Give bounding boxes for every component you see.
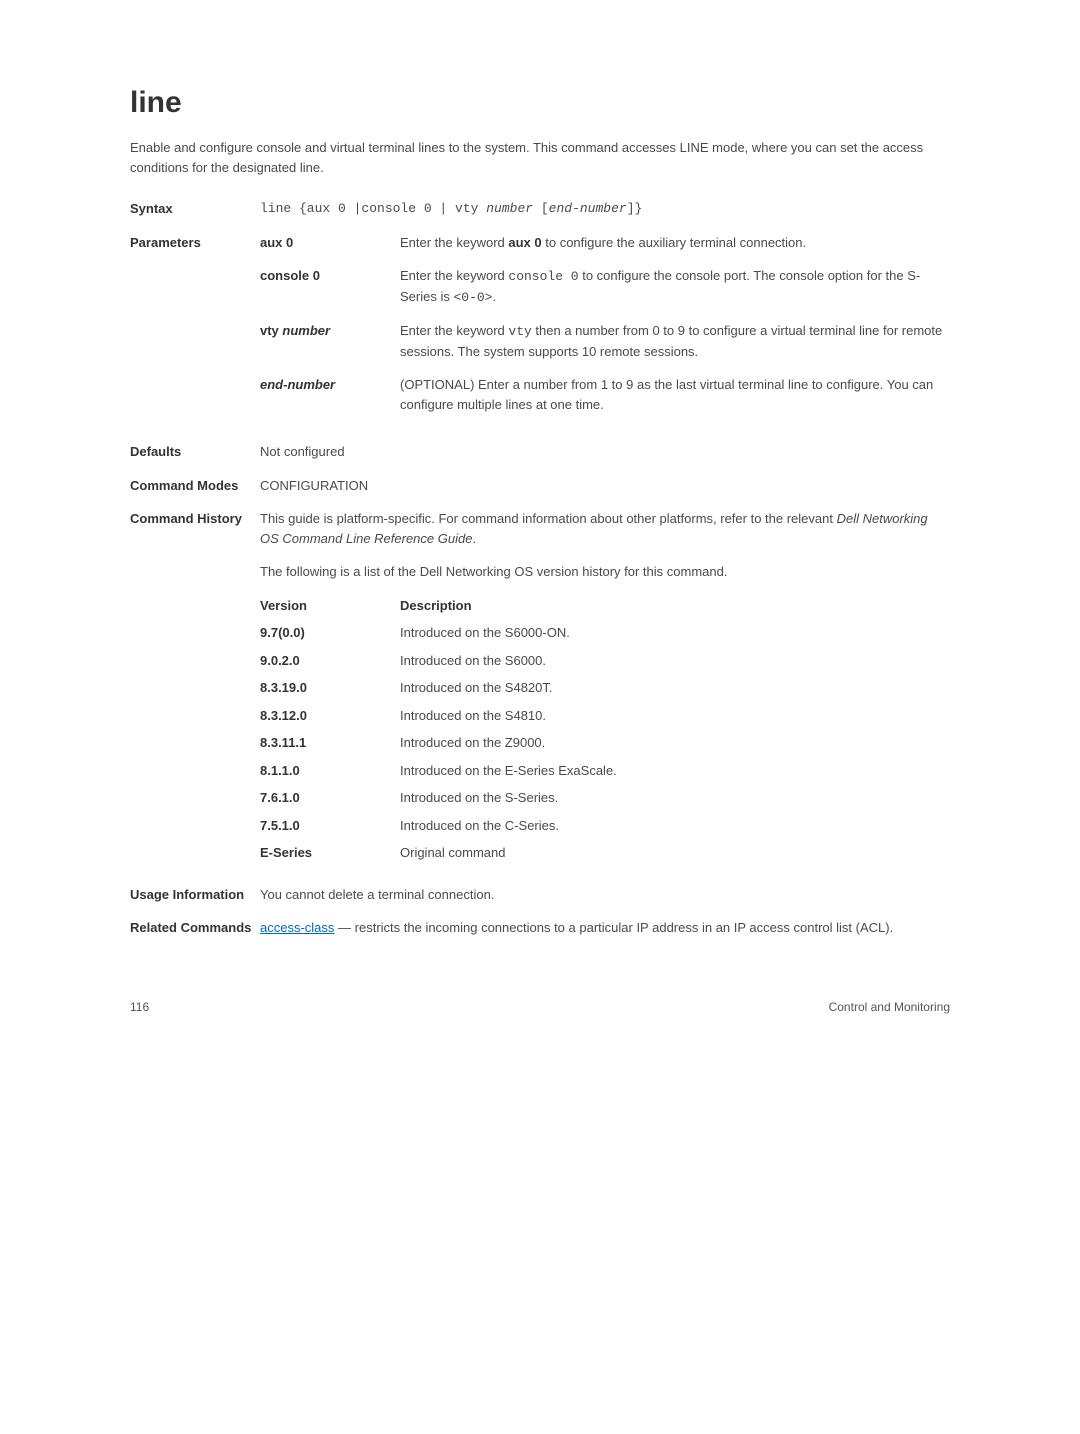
usage-row: Usage Information You cannot delete a te… [130, 885, 950, 905]
version-desc: Original command [400, 843, 950, 863]
param-name: aux 0 [260, 233, 400, 253]
description-header-label: Description [400, 596, 950, 616]
version-row: 8.3.12.0 Introduced on the S4810. [260, 706, 950, 726]
version-row: 7.6.1.0 Introduced on the S-Series. [260, 788, 950, 808]
related-row: Related Commands access-class — restrict… [130, 918, 950, 938]
version-number: 8.3.12.0 [260, 706, 400, 726]
history-intro-1: This guide is platform-specific. For com… [260, 509, 950, 548]
syntax-row: Syntax line {aux 0 |console 0 | vty numb… [130, 199, 950, 219]
param-desc: (OPTIONAL) Enter a number from 1 to 9 as… [400, 375, 950, 414]
param-desc: Enter the keyword vty then a number from… [400, 321, 950, 361]
version-desc: Introduced on the S4820T. [400, 678, 950, 698]
section-name: Control and Monitoring [829, 998, 950, 1016]
version-number: 7.6.1.0 [260, 788, 400, 808]
version-desc: Introduced on the Z9000. [400, 733, 950, 753]
command-modes-row: Command Modes CONFIGURATION [130, 476, 950, 496]
param-console: console 0 Enter the keyword console 0 to… [260, 266, 950, 307]
access-class-link[interactable]: access-class [260, 920, 334, 935]
usage-value: You cannot delete a terminal connection. [260, 885, 950, 905]
command-modes-label: Command Modes [130, 476, 260, 496]
page-title: line [130, 80, 950, 125]
intro-text: Enable and configure console and virtual… [130, 138, 950, 177]
syntax-label: Syntax [130, 199, 260, 219]
command-history-label: Command History [130, 509, 260, 529]
version-number: 7.5.1.0 [260, 816, 400, 836]
version-row: 8.3.11.1 Introduced on the Z9000. [260, 733, 950, 753]
version-number: E-Series [260, 843, 400, 863]
param-desc: Enter the keyword console 0 to configure… [400, 266, 950, 307]
version-row: 9.7(0.0) Introduced on the S6000-ON. [260, 623, 950, 643]
syntax-value: line {aux 0 |console 0 | vty number [end… [260, 199, 950, 219]
related-label: Related Commands [130, 918, 260, 938]
usage-label: Usage Information [130, 885, 260, 905]
param-name: console 0 [260, 266, 400, 286]
version-number: 9.0.2.0 [260, 651, 400, 671]
version-desc: Introduced on the S6000. [400, 651, 950, 671]
command-modes-value: CONFIGURATION [260, 476, 950, 496]
param-name: vty number [260, 321, 400, 341]
history-intro-2: The following is a list of the Dell Netw… [260, 562, 950, 582]
version-desc: Introduced on the E-Series ExaScale. [400, 761, 950, 781]
param-desc: Enter the keyword aux 0 to configure the… [400, 233, 950, 253]
defaults-row: Defaults Not configured [130, 442, 950, 462]
page-footer: 116 Control and Monitoring [130, 998, 950, 1016]
command-history-row: Command History This guide is platform-s… [130, 509, 950, 871]
version-header: Version Description [260, 596, 950, 616]
param-endnumber: end-number (OPTIONAL) Enter a number fro… [260, 375, 950, 414]
related-value: access-class — restricts the incoming co… [260, 918, 950, 938]
version-row: E-Series Original command [260, 843, 950, 863]
version-desc: Introduced on the S-Series. [400, 788, 950, 808]
param-vty: vty number Enter the keyword vty then a … [260, 321, 950, 361]
version-number: 9.7(0.0) [260, 623, 400, 643]
defaults-value: Not configured [260, 442, 950, 462]
param-name: end-number [260, 375, 400, 395]
version-number: 8.1.1.0 [260, 761, 400, 781]
defaults-label: Defaults [130, 442, 260, 462]
parameters-label: Parameters [130, 233, 260, 253]
version-row: 9.0.2.0 Introduced on the S6000. [260, 651, 950, 671]
version-row: 8.1.1.0 Introduced on the E-Series ExaSc… [260, 761, 950, 781]
version-number: 8.3.11.1 [260, 733, 400, 753]
version-desc: Introduced on the S6000-ON. [400, 623, 950, 643]
version-row: 8.3.19.0 Introduced on the S4820T. [260, 678, 950, 698]
param-aux: aux 0 Enter the keyword aux 0 to configu… [260, 233, 950, 253]
parameters-row: Parameters aux 0 Enter the keyword aux 0… [130, 233, 950, 429]
version-desc: Introduced on the S4810. [400, 706, 950, 726]
version-number: 8.3.19.0 [260, 678, 400, 698]
version-row: 7.5.1.0 Introduced on the C-Series. [260, 816, 950, 836]
version-desc: Introduced on the C-Series. [400, 816, 950, 836]
page-number: 116 [130, 998, 149, 1016]
version-header-label: Version [260, 596, 400, 616]
